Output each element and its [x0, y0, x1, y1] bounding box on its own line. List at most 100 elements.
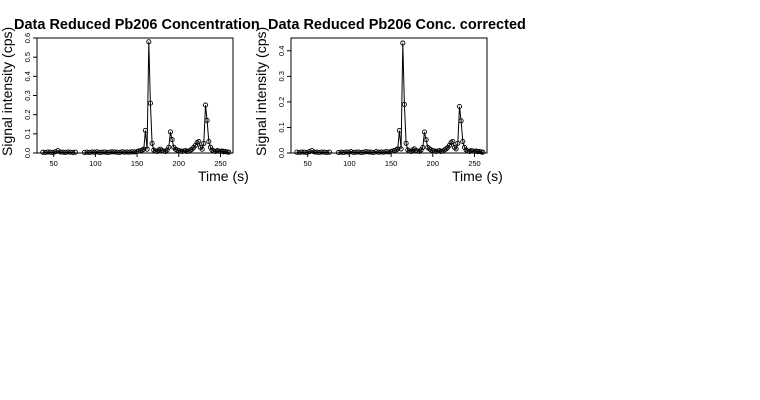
y-tick-label: 0.0 — [277, 148, 286, 158]
data-point — [421, 129, 427, 135]
data-point — [423, 137, 429, 143]
data-point — [311, 149, 317, 155]
data-point — [149, 140, 155, 146]
data-point — [366, 149, 372, 155]
data-point — [455, 140, 461, 146]
data-point — [196, 138, 202, 145]
data-point — [371, 149, 377, 156]
y-tick-label: 0.1 — [277, 122, 286, 132]
data-point — [167, 129, 173, 135]
data-point — [314, 149, 320, 155]
data-point — [67, 149, 73, 155]
x-tick-label: 50 — [304, 159, 312, 168]
data-point — [358, 149, 364, 156]
data-point — [127, 149, 133, 155]
y-tick-label: 0.4 — [277, 46, 286, 56]
plot-area: 50 100 150 200 250 0.0 0.1 0.2 0.3 0.4 — [277, 37, 488, 168]
data-point — [373, 149, 379, 155]
data-point — [42, 149, 48, 155]
data-point — [343, 149, 349, 155]
data-point — [299, 149, 305, 155]
data-point — [348, 149, 354, 155]
y-tick-label: 0.2 — [277, 97, 286, 107]
data-point — [65, 149, 71, 155]
x-tick-label: 250 — [214, 159, 227, 168]
data-point — [400, 40, 406, 46]
x-axis-label: Time (s) — [452, 168, 503, 184]
y-tick-label: 0.3 — [277, 71, 286, 81]
data-point — [201, 140, 207, 146]
data-point — [453, 146, 459, 152]
data-point — [122, 149, 128, 155]
data-point — [363, 149, 369, 155]
data-point — [316, 149, 322, 156]
x-tick-label: 200 — [427, 159, 440, 168]
data-point — [52, 149, 58, 155]
data-point — [169, 137, 175, 143]
data-point — [86, 149, 93, 155]
data-point — [57, 149, 63, 155]
data-point — [338, 149, 344, 155]
data-point — [345, 149, 352, 155]
data-point — [356, 149, 362, 155]
data-point — [326, 149, 332, 155]
data-point — [97, 149, 103, 155]
data-point — [294, 149, 300, 155]
y-tick-label: 0.3 — [23, 90, 32, 100]
data-point — [81, 149, 88, 155]
data-point — [114, 149, 120, 155]
data-point — [102, 149, 108, 155]
data-point — [124, 149, 130, 155]
data-point — [91, 149, 98, 155]
data-point — [202, 102, 209, 108]
data-point — [324, 149, 330, 156]
y-tick-label: 0.4 — [23, 71, 32, 81]
data-point — [383, 149, 389, 155]
data-point — [458, 118, 464, 124]
data-point — [396, 127, 402, 134]
data-point — [104, 149, 110, 155]
x-tick-label: 100 — [89, 159, 102, 168]
data-point — [72, 149, 78, 155]
data-point — [117, 149, 123, 155]
x-tick-label: 200 — [173, 159, 186, 168]
x-axis-label: Time (s) — [198, 168, 249, 184]
chart-title: Data Reduced Pb206 Concentration — [14, 17, 260, 33]
data-point — [378, 149, 384, 155]
plot-frame — [36, 37, 234, 154]
data-point — [144, 146, 150, 152]
data-point — [420, 144, 426, 150]
data-point — [129, 149, 135, 155]
data-point — [351, 149, 357, 156]
data-point — [55, 148, 61, 154]
y-tick-label: 0.6 — [23, 33, 32, 43]
data-point — [301, 149, 307, 155]
data-point — [166, 144, 172, 150]
chart-title: Data Reduced Pb206 Conc. corrected — [268, 17, 526, 33]
y-tick-label: 0.0 — [23, 148, 32, 158]
data-point — [340, 149, 347, 156]
data-point — [335, 149, 342, 156]
data-point — [304, 149, 310, 156]
data-point — [460, 138, 466, 145]
data-point — [480, 149, 486, 155]
data-point — [147, 100, 153, 106]
data-point — [146, 39, 152, 45]
chart-panel-concentration: Data Reduced Pb206 Concentration Signal … — [0, 0, 260, 195]
data-point — [353, 149, 359, 155]
y-tick-label: 0.5 — [23, 52, 32, 62]
data-point — [309, 148, 315, 154]
plot-frame — [290, 37, 488, 154]
data-point — [450, 138, 456, 145]
data-point — [206, 138, 212, 145]
data-point — [306, 149, 312, 155]
data-point — [40, 149, 46, 155]
data-point — [204, 117, 210, 123]
data-point — [112, 149, 118, 155]
data-point — [395, 146, 401, 152]
data-point — [403, 140, 409, 146]
data-point — [199, 146, 205, 152]
data-point — [142, 127, 148, 133]
x-tick-label: 150 — [385, 159, 398, 168]
data-point — [99, 149, 105, 155]
